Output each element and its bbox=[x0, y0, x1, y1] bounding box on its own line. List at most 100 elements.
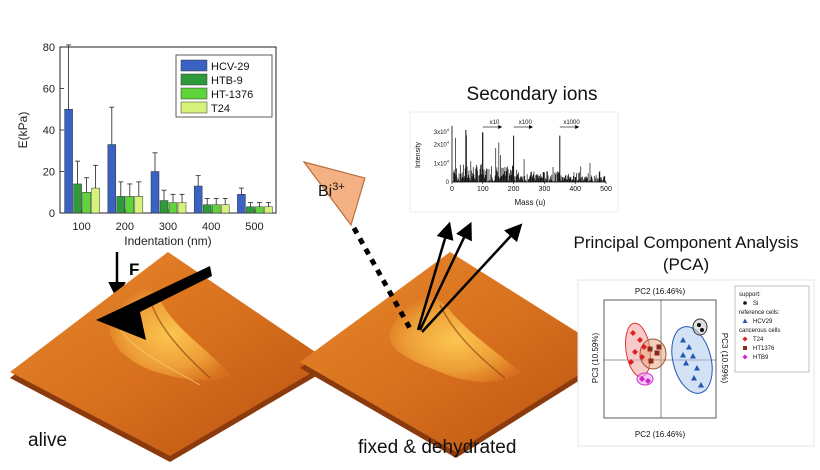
spectrum-y-tick-label: 2x104 bbox=[434, 140, 450, 149]
pca-point bbox=[628, 359, 634, 365]
spectrum-y-ticks: 0 1x104 2x104 3x104 bbox=[434, 127, 450, 186]
pca-right-axis-label: PC3 (10.59%) bbox=[720, 333, 729, 384]
bar-series bbox=[64, 44, 273, 214]
legend-swatch bbox=[180, 59, 208, 72]
legend-label: HT-1376 bbox=[211, 89, 253, 101]
spectrum-peaks bbox=[453, 130, 606, 182]
spectrum-y-tick-label: 0 bbox=[446, 180, 450, 186]
bar bbox=[150, 171, 160, 214]
spectrum-x-label: Mass (u) bbox=[514, 198, 545, 207]
pca-point bbox=[700, 328, 704, 332]
spectrum-y-tick-label: 1x104 bbox=[434, 158, 450, 167]
chart-legend: HCV-29 HTB-9 HT-1376 T24 bbox=[175, 54, 273, 118]
spectrum-y-tick-label: 3x104 bbox=[434, 127, 450, 136]
pca-point bbox=[686, 344, 692, 350]
spectrum-y-label: Intensity bbox=[415, 141, 422, 168]
legend-label: T24 bbox=[211, 103, 230, 115]
pca-title-line2: (PCA) bbox=[663, 255, 709, 274]
bar bbox=[107, 144, 117, 214]
x-tick-label: 200 bbox=[116, 221, 134, 233]
bar bbox=[202, 204, 212, 214]
bar bbox=[255, 206, 264, 214]
pca-points bbox=[628, 323, 704, 388]
spectrum-x-tick-label: 200 bbox=[508, 186, 520, 193]
spectrum-x-tick-label: 0 bbox=[450, 186, 454, 193]
pca-point bbox=[645, 378, 651, 384]
bar bbox=[134, 196, 144, 214]
bar bbox=[246, 206, 255, 214]
bar bbox=[125, 196, 135, 214]
spectrum-multipliers: x10 x100 x1000 bbox=[482, 120, 580, 129]
pca-point bbox=[697, 323, 701, 327]
x-axis-label: Indentation (nm) bbox=[124, 234, 211, 248]
multiplier-label: x100 bbox=[519, 120, 533, 126]
x-tick-label: 400 bbox=[202, 221, 220, 233]
pca-legend-marker bbox=[742, 354, 748, 360]
pca-legend-marker bbox=[743, 301, 747, 305]
y-tick-label: 60 bbox=[43, 84, 55, 96]
pca-point bbox=[647, 346, 653, 352]
label-alive: alive bbox=[28, 430, 67, 451]
pca-point bbox=[690, 353, 696, 359]
bar bbox=[116, 196, 126, 214]
cluster-ht1376 bbox=[639, 338, 667, 370]
pca-bottom-axis-label: PC2 (16.46%) bbox=[635, 430, 686, 439]
pca-point bbox=[639, 376, 645, 382]
y-axis-ticks: 0 20 40 60 80 bbox=[43, 42, 64, 220]
multiplier-label: x10 bbox=[490, 120, 500, 126]
multiplier-arrowhead bbox=[529, 125, 533, 129]
legend-swatch bbox=[180, 73, 208, 86]
pca-point bbox=[691, 375, 697, 381]
y-tick-label: 40 bbox=[43, 125, 55, 137]
modulus-bar-chart: 0 20 40 60 80 100 200 300 400 500 E(kPa) Indenta… bbox=[16, 42, 277, 248]
cluster-hcv29 bbox=[671, 326, 713, 394]
bar bbox=[168, 202, 178, 214]
pca-legend-label: T24 bbox=[753, 337, 764, 343]
bar bbox=[82, 192, 91, 214]
x-tick-label: 100 bbox=[72, 221, 90, 233]
secondary-ion-arrows bbox=[416, 221, 523, 333]
pca-point bbox=[698, 382, 704, 388]
bar bbox=[91, 187, 100, 214]
pca-point bbox=[680, 352, 686, 358]
bar bbox=[237, 194, 246, 214]
y-axis-label: E(kPa) bbox=[16, 112, 30, 149]
pca-point bbox=[632, 349, 638, 355]
bar bbox=[220, 204, 230, 214]
pca-point bbox=[630, 330, 636, 336]
spectrum-x-tick-label: 100 bbox=[477, 186, 489, 193]
x-tick-label: 300 bbox=[159, 221, 177, 233]
y-tick-label: 20 bbox=[43, 167, 55, 179]
multiplier-label: x1000 bbox=[563, 120, 580, 126]
pca-plot-area bbox=[603, 299, 717, 419]
ion-source-triangle bbox=[302, 160, 366, 227]
ion-label: Bi3+ bbox=[318, 181, 345, 200]
pca-legend: support: Si reference cells: HCV29 cancerous… bbox=[739, 292, 780, 361]
legend-swatch bbox=[180, 87, 208, 100]
bar bbox=[193, 185, 203, 214]
cluster-si bbox=[692, 318, 708, 336]
y-tick-label: 80 bbox=[43, 42, 55, 54]
spectrum-x-ticks: 0 100 200 300 400 500 bbox=[450, 182, 612, 193]
pca-legend-marker bbox=[743, 346, 747, 350]
bar bbox=[159, 200, 169, 214]
primary-ion-beam bbox=[351, 226, 415, 334]
multiplier-arrowhead bbox=[498, 125, 503, 129]
afm-cell-fixed bbox=[300, 252, 612, 458]
pca-point bbox=[683, 360, 689, 366]
pca-point bbox=[654, 350, 660, 356]
legend-label: HTB-9 bbox=[211, 75, 243, 87]
pca-legend-marker bbox=[742, 336, 748, 342]
pca-top-axis-label: PC2 (16.46%) bbox=[635, 287, 686, 296]
afm-cantilever bbox=[96, 266, 212, 340]
pca-point bbox=[694, 365, 700, 371]
pca-point bbox=[656, 344, 662, 350]
pca-scatter-plot: PC2 (16.46%) PC2 (16.46%) PC3 (10.59%) P… bbox=[577, 279, 815, 447]
pca-legend-header: support: bbox=[739, 292, 761, 298]
pca-legend-label: HTB9 bbox=[753, 355, 769, 361]
bar bbox=[64, 109, 73, 214]
pca-legend-label: HCV29 bbox=[753, 319, 773, 325]
legend-label: HCV-29 bbox=[211, 61, 250, 73]
secondary-ions-title: Secondary ions bbox=[467, 84, 598, 105]
